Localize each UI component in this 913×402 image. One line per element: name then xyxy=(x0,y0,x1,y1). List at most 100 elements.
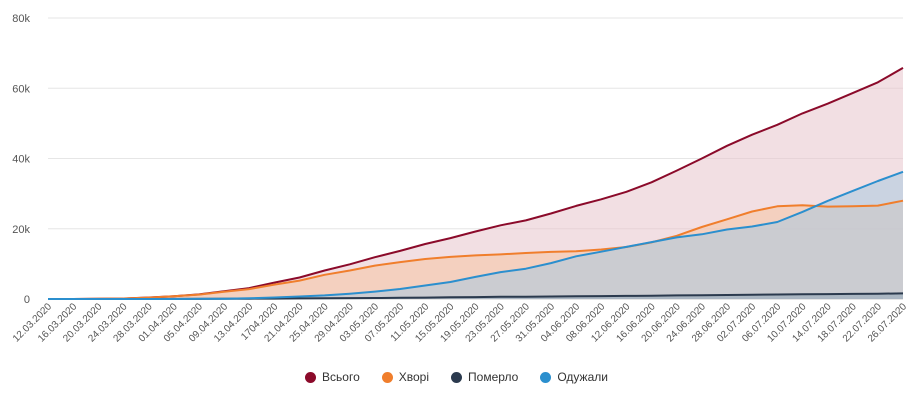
point-одужали xyxy=(626,246,628,248)
point-померло xyxy=(575,296,577,298)
point-хворі xyxy=(248,288,250,290)
point-одужали xyxy=(47,298,49,300)
point-померло xyxy=(751,294,753,296)
point-хворі xyxy=(223,291,225,293)
point-хворі xyxy=(525,252,527,254)
point-хворі xyxy=(600,249,602,251)
legend-item-померло[interactable]: Померло xyxy=(451,370,518,384)
point-всього xyxy=(751,134,753,136)
y-tick-label: 0 xyxy=(24,294,30,306)
line-одужали xyxy=(48,170,904,300)
point-одужали xyxy=(198,298,200,300)
point-померло xyxy=(676,295,678,297)
legend-label: Хворі xyxy=(398,370,430,384)
point-одужали xyxy=(223,298,225,300)
area-одужали xyxy=(48,171,903,299)
point-одужали xyxy=(274,297,276,299)
legend-item-всього[interactable]: Всього xyxy=(305,370,360,384)
point-одужали xyxy=(902,171,904,173)
point-померло xyxy=(299,298,301,300)
point-померло xyxy=(500,296,502,298)
point-всього xyxy=(626,191,628,193)
point-померло xyxy=(399,297,401,299)
y-tick-label: 40k xyxy=(12,154,30,166)
point-одужали xyxy=(651,241,653,243)
point-хворі xyxy=(324,274,326,276)
point-хворі xyxy=(299,280,301,282)
point-всього xyxy=(424,243,426,245)
point-хворі xyxy=(274,284,276,286)
point-всього xyxy=(374,256,376,258)
point-хворі xyxy=(701,226,703,228)
point-померло xyxy=(726,294,728,296)
point-всього xyxy=(802,113,804,115)
point-померло xyxy=(626,295,628,297)
point-всього xyxy=(676,170,678,172)
series-areas xyxy=(48,67,903,300)
point-одужали xyxy=(424,285,426,287)
point-померло xyxy=(701,294,703,296)
point-померло xyxy=(349,297,351,299)
legend-label: Всього xyxy=(322,370,360,384)
point-одужали xyxy=(349,293,351,295)
point-померло xyxy=(776,294,778,296)
point-померло xyxy=(424,297,426,299)
point-померло xyxy=(475,296,477,298)
point-хворі xyxy=(374,265,376,267)
point-всього xyxy=(701,158,703,160)
point-померло xyxy=(802,293,804,295)
point-всього xyxy=(274,282,276,284)
point-одужали xyxy=(701,233,703,235)
legend-marker xyxy=(540,371,552,383)
y-tick-label: 80k xyxy=(12,13,30,25)
point-хворі xyxy=(827,206,829,208)
legend-marker xyxy=(381,371,393,383)
point-всього xyxy=(575,205,577,207)
point-хворі xyxy=(902,200,904,202)
point-одужали xyxy=(575,256,577,258)
point-хворі xyxy=(575,250,577,252)
point-всього xyxy=(525,220,527,222)
point-одужали xyxy=(72,298,74,300)
point-одужали xyxy=(751,226,753,228)
legend-item-одужали[interactable]: Одужали xyxy=(540,370,608,384)
point-померло xyxy=(600,295,602,297)
point-хворі xyxy=(198,294,200,296)
point-одужали xyxy=(475,276,477,278)
y-tick-label: 60k xyxy=(12,83,30,95)
point-померло xyxy=(877,293,879,295)
point-одужали xyxy=(827,200,829,202)
point-одужали xyxy=(123,298,125,300)
point-одужали xyxy=(676,237,678,239)
point-всього xyxy=(726,145,728,147)
point-всього xyxy=(877,81,879,83)
legend-marker xyxy=(305,371,317,383)
point-хворі xyxy=(550,251,552,253)
point-одужали xyxy=(148,298,150,300)
point-одужали xyxy=(776,221,778,223)
y-tick-label: 20k xyxy=(12,224,30,236)
point-одужали xyxy=(852,190,854,192)
point-одужали xyxy=(97,298,99,300)
point-померло xyxy=(550,296,552,298)
point-померло xyxy=(902,293,904,295)
point-всього xyxy=(827,103,829,105)
point-хворі xyxy=(500,254,502,256)
point-одужали xyxy=(450,281,452,283)
point-одужали xyxy=(802,211,804,213)
x-axis-ticks: 12.03.202016.03.202020.03.202024.03.2020… xyxy=(11,301,909,344)
legend-item-хворі[interactable]: Хворі xyxy=(381,370,430,384)
point-всього xyxy=(600,199,602,201)
point-одужали xyxy=(399,288,401,290)
point-хворі xyxy=(349,270,351,272)
point-хворі xyxy=(802,204,804,206)
point-всього xyxy=(852,92,854,94)
point-всього xyxy=(550,213,552,215)
point-всього xyxy=(776,124,778,126)
point-хворі xyxy=(751,211,753,213)
point-хворі xyxy=(852,205,854,207)
point-одужали xyxy=(173,298,175,300)
point-померло xyxy=(852,293,854,295)
point-хворі xyxy=(776,205,778,207)
